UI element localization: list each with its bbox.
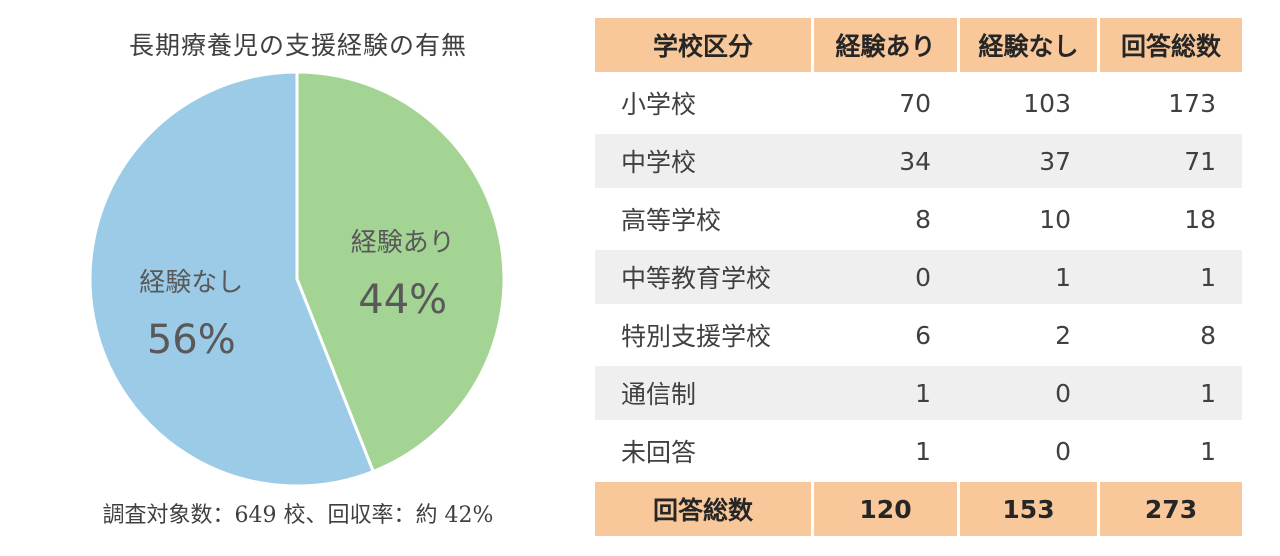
table-row: 通信制 1 0 1 xyxy=(595,366,1242,420)
cell-not-experienced: 1 xyxy=(957,250,1097,304)
cell-total: 18 xyxy=(1097,192,1242,246)
cell-total: 1 xyxy=(1097,424,1242,478)
cell-experienced: 70 xyxy=(811,76,957,130)
cell-experienced: 6 xyxy=(811,308,957,362)
row-label: 高等学校 xyxy=(595,192,811,246)
slice-label-not-experienced: 経験なし xyxy=(139,268,243,298)
cell-experienced: 1 xyxy=(811,424,957,478)
cell-not-experienced: 37 xyxy=(957,134,1097,188)
table-row: 特別支援学校 6 2 8 xyxy=(595,308,1242,362)
cell-total: 173 xyxy=(1097,76,1242,130)
header-school-type: 学校区分 xyxy=(595,18,811,72)
header-not-experienced: 経験なし xyxy=(957,18,1097,72)
row-label: 未回答 xyxy=(595,424,811,478)
table-row: 未回答 1 0 1 xyxy=(595,424,1242,478)
table-row: 高等学校 8 10 18 xyxy=(595,192,1242,246)
cell-not-experienced: 103 xyxy=(957,76,1097,130)
pie-chart: 経験あり 44% 経験なし 56% xyxy=(88,70,506,488)
cell-not-experienced: 10 xyxy=(957,192,1097,246)
slice-percent-not-experienced: 56% xyxy=(147,317,236,363)
cell-not-experienced: 2 xyxy=(957,308,1097,362)
table-total-row: 回答総数 120 153 273 xyxy=(595,482,1242,536)
cell-experienced: 8 xyxy=(811,192,957,246)
table-row: 中等教育学校 0 1 1 xyxy=(595,250,1242,304)
header-experienced: 経験あり xyxy=(811,18,957,72)
total-label: 回答総数 xyxy=(595,482,811,536)
cell-not-experienced: 0 xyxy=(957,366,1097,420)
cell-total: 1 xyxy=(1097,250,1242,304)
table-header-row: 学校区分 経験あり 経験なし 回答総数 xyxy=(595,18,1242,72)
row-label: 特別支援学校 xyxy=(595,308,811,362)
slice-label-experienced: 経験あり xyxy=(351,228,455,258)
total-experienced: 120 xyxy=(811,482,957,536)
cell-experienced: 34 xyxy=(811,134,957,188)
row-label: 小学校 xyxy=(595,76,811,130)
cell-total: 1 xyxy=(1097,366,1242,420)
slice-percent-experienced: 44% xyxy=(358,277,447,323)
header-total-responses: 回答総数 xyxy=(1097,18,1242,72)
table-row: 小学校 70 103 173 xyxy=(595,76,1242,130)
table-row: 中学校 34 37 71 xyxy=(595,134,1242,188)
survey-footnote: 調査対象数：649 校、回収率：約 42% xyxy=(102,503,494,528)
cell-experienced: 0 xyxy=(811,250,957,304)
chart-title: 長期療養児の支援経験の有無 xyxy=(128,31,467,60)
total-not-experienced: 153 xyxy=(957,482,1097,536)
pie-slice-not-experienced xyxy=(88,70,376,488)
row-label: 中学校 xyxy=(595,134,811,188)
pie-slice-experienced xyxy=(295,70,506,474)
cell-not-experienced: 0 xyxy=(957,424,1097,478)
row-label: 中等教育学校 xyxy=(595,250,811,304)
school-type-table: 学校区分 経験あり 経験なし 回答総数 小学校 70 103 173 中学校 3… xyxy=(595,14,1242,540)
cell-experienced: 1 xyxy=(811,366,957,420)
cell-total: 8 xyxy=(1097,308,1242,362)
cell-total: 71 xyxy=(1097,134,1242,188)
total-responses: 273 xyxy=(1097,482,1242,536)
row-label: 通信制 xyxy=(595,366,811,420)
